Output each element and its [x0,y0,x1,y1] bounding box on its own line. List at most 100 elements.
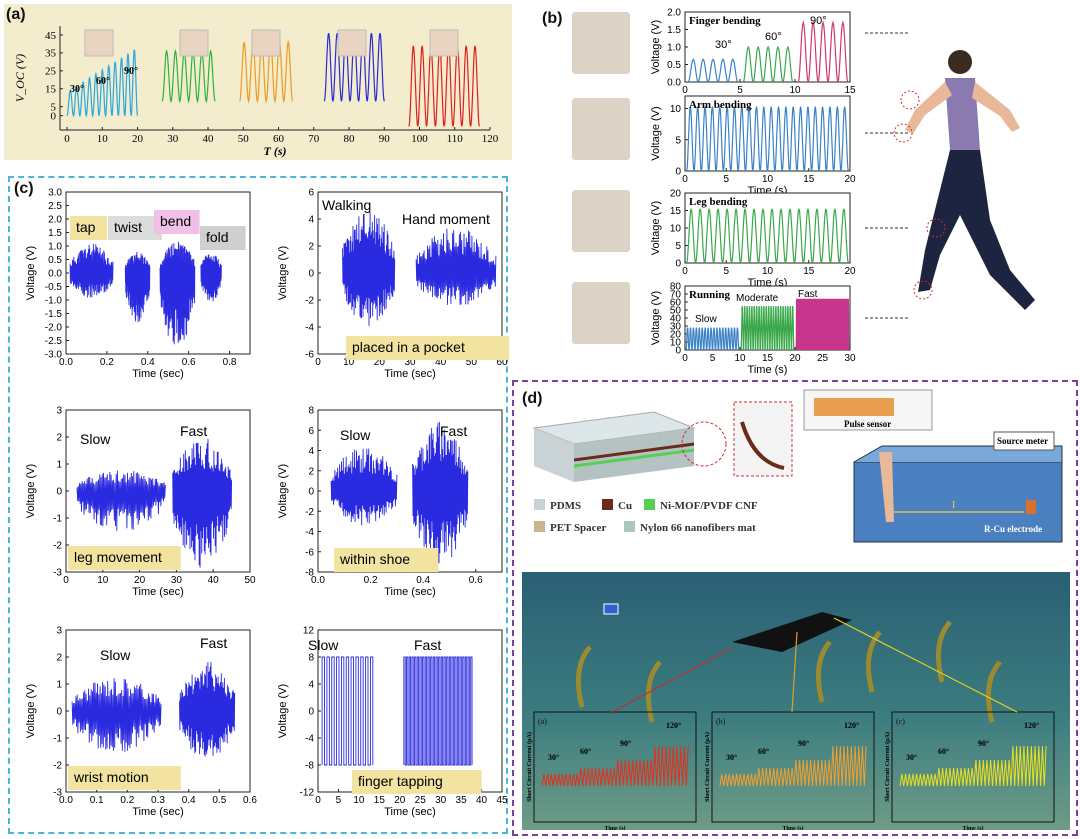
x-tick-label: 15 [803,266,815,277]
series-line [159,241,196,345]
x-axis-label: Time (sec) [132,586,184,598]
diver-figure [732,612,852,652]
x-tick-label: 120 [482,133,499,145]
y-tick-label: 1 [56,460,62,471]
inset-xlabel: Time (s) [604,825,625,830]
inset-label: (c) [896,717,905,726]
chart-title: Arm bending [689,99,752,111]
label-bg [352,770,482,794]
x-tick-label: 30 [404,357,416,368]
y-tick-label: 1 [56,680,62,691]
y-axis-label: Voltage (V) [650,106,662,160]
y-tick-label: -1 [53,734,62,745]
y-tick-label: 30 [670,322,682,333]
y-tick-label: -0.5 [45,282,63,293]
label-bg [108,216,162,240]
y-tick-label: 2.0 [667,8,681,19]
y-tick-label: -2 [53,541,62,552]
x-axis-label: Time (sec) [132,368,184,380]
y-tick-label: 0 [56,487,62,498]
y-tick-label: -3 [53,788,62,799]
series-line [124,251,151,323]
label-tap: tap [76,219,96,235]
chart-title: Leg bending [689,196,748,208]
x-tick-label: 50 [466,357,478,368]
legend-nylon: Nylon 66 nanofibers mat [624,521,756,534]
y-tick-label: 1.5 [667,25,681,36]
x-tick-label: 20 [844,174,856,185]
x-tick-label: 0.1 [90,795,104,806]
legend-swatch [534,521,545,532]
series-line [179,661,236,757]
y-axis-label: Voltage (V) [25,464,37,518]
series-line [408,45,480,127]
current-label: I [952,500,955,511]
label-hand-moment: Hand moment [402,211,490,227]
chart-title: Running [689,289,730,301]
x-tick-label: 30 [171,575,183,586]
x-axis-label: T (s) [264,144,287,158]
label-wrist-motion: wrist motion [73,769,149,785]
x-axis-label: Time (sec) [384,806,436,818]
y-tick-label: 8 [308,406,314,417]
legend-label: PET Spacer [550,522,607,534]
x-tick-label: 0.4 [182,795,196,806]
seaweed [575,645,592,708]
runner-arm [905,82,952,134]
y-tick-label: -4 [305,323,314,334]
seaweed [645,660,662,723]
y-axis-label: Voltage (V) [25,684,37,738]
x-tick-label: 0.2 [364,575,378,586]
zoom-cu-layer [740,421,785,470]
y-tick-label: 0 [308,707,314,718]
x-tick-label: 0.3 [151,795,165,806]
runner-legs [918,150,1035,310]
chart-a: 0 10 20 30 40 50 60 70 80 90 100 110 1200515253545T … [13,26,499,158]
label-slow: Slow [308,637,339,653]
y-tick-label: 20 [670,189,682,200]
speed-label: Fast [798,289,818,300]
x-tick-label: 15 [374,795,386,806]
y-tick-label: -2.0 [45,323,63,334]
angle-label: 60° [765,31,782,43]
legend-ni-mof: Ni-MOF/PVDF CNF [644,499,758,512]
y-tick-label: 80 [670,282,682,293]
y-tick-label: 2.0 [48,215,62,226]
inset-frame [533,711,697,823]
x-tick-label: 0.4 [416,575,430,586]
source-meter-box [993,431,1055,451]
inset-angle-label: 120° [1024,721,1039,730]
series-line [403,656,473,766]
x-tick-label: 40 [203,133,215,145]
angle-label: 90° [124,66,138,77]
angle-label: 60° [96,76,110,87]
x-tick-label: 0.2 [120,795,134,806]
label-slow: Slow [100,647,131,663]
series-line [740,305,795,351]
y-tick-label: -2 [305,507,314,518]
speed-label: Moderate [736,293,779,304]
y-tick-label: 0 [675,167,681,178]
y-tick-label: -12 [300,788,315,799]
x-tick-label: 0.6 [182,357,196,368]
y-tick-label: 10 [670,224,682,235]
x-tick-label: 110 [447,133,464,145]
legend-swatch [602,499,613,510]
panel-b: (b) 0 5 10 15 0.0 0.5 1.0 1.5 2.0 Time (s) Voltage… [520,0,1080,380]
x-tick-label: 30 [844,353,856,364]
inset-ylabel: Short Circuit Current (μA) [704,732,711,802]
label-walking: Walking [322,197,371,213]
x-tick-label: 40 [476,795,488,806]
series-line [795,298,850,351]
series-line [687,58,739,84]
x-tick-label: 5 [737,85,743,96]
sensor-location-marker [900,90,920,110]
series-line [412,421,469,564]
x-tick-label: 10 [789,85,801,96]
x-tick-label: 20 [374,357,386,368]
label-bg [154,210,200,234]
y-tick-label: 0.0 [667,78,681,89]
x-tick-label: 5 [723,174,729,185]
